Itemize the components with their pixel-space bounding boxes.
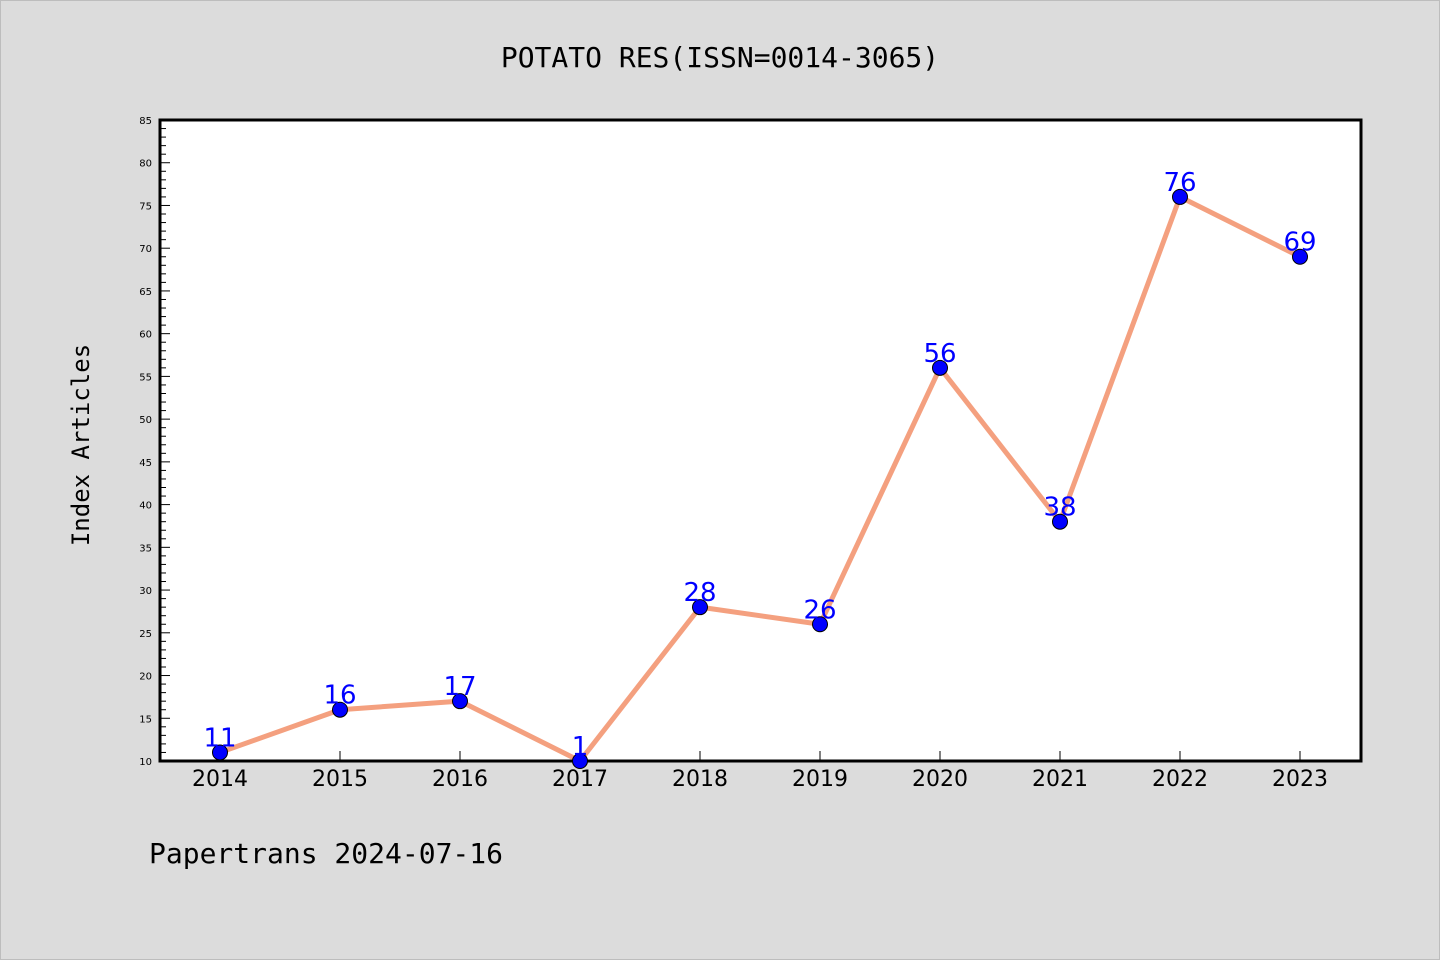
data-label: 17 [443, 672, 476, 702]
y-axis-tick-labels: 10 15 20 25 30 35 40 45 50 55 60 65 70 75 80 85 [139, 116, 152, 768]
data-markers [212, 188, 1308, 769]
x-tick-label: 2019 [792, 767, 848, 792]
y-tick-label: 10 [139, 757, 152, 768]
data-labels: 11 16 17 1 28 26 56 38 76 69 [203, 168, 1316, 762]
data-point [572, 753, 588, 769]
data-point [1292, 248, 1308, 265]
data-label: 28 [683, 578, 716, 608]
data-label: 16 [323, 681, 356, 711]
y-tick-label: 80 [139, 159, 152, 170]
x-axis-tick-labels: 2014 2015 2016 2017 2018 2019 2020 2021 2022 2023 [192, 767, 1328, 792]
plot-area [158, 118, 1363, 763]
data-point [1052, 513, 1068, 530]
y-tick-label: 55 [139, 372, 152, 383]
y-tick-label: 75 [139, 201, 152, 212]
y-tick-label: 25 [139, 629, 152, 640]
data-point [212, 744, 228, 761]
y-tick-label: 20 [139, 672, 152, 683]
series-line-group [217, 194, 1303, 764]
y-tick-label: 65 [139, 287, 152, 298]
data-point [452, 693, 468, 710]
y-tick-label: 30 [139, 586, 152, 597]
x-tick-label: 2015 [312, 767, 368, 792]
x-tick-label: 2018 [672, 767, 728, 792]
x-tick-label: 2021 [1032, 767, 1088, 792]
data-label: 26 [803, 595, 836, 625]
x-tick-label: 2017 [552, 767, 608, 792]
x-tick-label: 2016 [432, 767, 488, 792]
data-point [932, 359, 948, 376]
y-tick-label: 40 [139, 501, 152, 512]
y-tick-label: 70 [139, 244, 152, 255]
x-tick-label: 2022 [1152, 767, 1208, 792]
chart-title: POTATO RES(ISSN=0014-3065) [501, 41, 939, 74]
data-point [332, 701, 348, 718]
y-axis-ticks [160, 119, 170, 762]
data-point [692, 599, 708, 616]
data-label: 38 [1043, 493, 1076, 523]
y-tick-label: 50 [139, 415, 152, 426]
y-tick-label: 45 [139, 458, 152, 469]
x-tick-label: 2020 [912, 767, 968, 792]
y-tick-label: 15 [139, 714, 152, 725]
data-label: 76 [1163, 168, 1196, 198]
y-axis-label: Index Articles [67, 344, 95, 546]
series-line [217, 194, 1303, 764]
footer-text: Papertrans 2024-07-16 [149, 837, 503, 870]
y-tick-label: 85 [139, 116, 152, 127]
data-point [1172, 188, 1188, 205]
y-tick-label: 60 [139, 330, 152, 341]
x-tick-label: 2023 [1272, 767, 1328, 792]
data-label: 11 [203, 723, 236, 753]
data-label: 1 [572, 732, 589, 762]
data-label: 56 [923, 339, 956, 369]
data-point [812, 616, 828, 633]
data-label: 69 [1283, 228, 1316, 258]
y-tick-label: 35 [139, 543, 152, 554]
x-tick-label: 2014 [192, 767, 248, 792]
